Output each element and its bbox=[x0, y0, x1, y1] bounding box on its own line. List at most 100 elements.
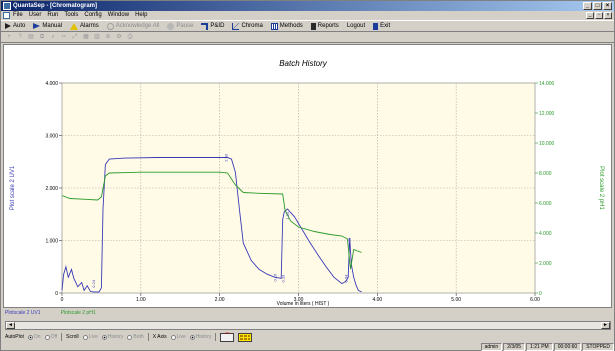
auto-button[interactable]: Auto bbox=[5, 23, 25, 29]
scroll-history-radio[interactable]: History bbox=[101, 334, 123, 340]
logout-button[interactable]: Logout bbox=[347, 23, 365, 29]
axis-ticks: 0 1.00 2.00 3.00 4.00 5.00 6.0001.0002.0003.00… bbox=[45, 81, 554, 303]
grid-toggle-button[interactable] bbox=[238, 332, 253, 342]
chart-panel: 0 1.00 2.00 3.00 4.00 5.00 6.00 0 1.000 2.000 3.00… bbox=[3, 44, 612, 308]
acknowledge-icon bbox=[106, 22, 114, 30]
separator bbox=[61, 333, 63, 341]
status-elapsed: 00:00:60 bbox=[553, 343, 582, 351]
layers-icon[interactable]: ⧈ bbox=[106, 34, 110, 40]
minimize-icon[interactable]: _ bbox=[583, 2, 592, 10]
status-date: 2/3/05 bbox=[503, 343, 526, 351]
document-icon[interactable] bbox=[3, 12, 10, 19]
xaxis-label: X Axis bbox=[152, 334, 167, 340]
zoom-icon[interactable]: ⌕ bbox=[51, 34, 55, 40]
menu-user[interactable]: User bbox=[28, 12, 42, 18]
menu-tools[interactable]: Tools bbox=[64, 12, 79, 18]
chart-title: Batch History bbox=[279, 59, 328, 68]
acknowledge-all-label: Acknowledge All bbox=[115, 23, 160, 29]
scroll-both-radio[interactable]: Both bbox=[127, 334, 144, 340]
alarms-button[interactable]: Alarms bbox=[70, 22, 99, 30]
exit-icon bbox=[373, 22, 379, 30]
chroma-button[interactable]: Chroma bbox=[232, 22, 263, 30]
autoplot-on-radio[interactable]: On bbox=[27, 334, 41, 340]
reports-button[interactable]: Reports bbox=[310, 22, 339, 30]
table-icon[interactable]: ▥ bbox=[94, 34, 100, 40]
exit-button-label: Exit bbox=[380, 23, 391, 29]
methods-icon bbox=[270, 22, 278, 30]
y-right-tick-label: 2.000 bbox=[539, 261, 552, 267]
add-icon[interactable]: + bbox=[7, 34, 11, 40]
document-controls: _ ▫ × bbox=[586, 12, 612, 19]
x-tick-label: 4.00 bbox=[372, 297, 382, 303]
manual-button[interactable]: Manual bbox=[33, 23, 62, 29]
menu-window[interactable]: Window bbox=[107, 12, 130, 18]
menu-file[interactable]: File bbox=[13, 12, 23, 18]
doc-minimize-icon[interactable]: _ bbox=[586, 12, 594, 19]
pid-button[interactable]: P&ID bbox=[201, 22, 224, 30]
exit-button[interactable]: Exit bbox=[373, 22, 391, 30]
menu-run[interactable]: Run bbox=[47, 12, 59, 18]
settings-icon[interactable]: ⚙ bbox=[116, 34, 122, 40]
xaxis-history-radio[interactable]: History bbox=[189, 334, 211, 340]
help-icon[interactable]: ? bbox=[18, 34, 22, 40]
save-icon[interactable]: ▤ bbox=[28, 34, 34, 40]
pause-button[interactable]: Pause bbox=[167, 22, 193, 30]
fit-icon[interactable]: ⤢ bbox=[72, 34, 78, 40]
x-tick-label: 5.00 bbox=[451, 297, 461, 303]
copy-icon[interactable]: ⧉ bbox=[39, 34, 45, 40]
chart-toolbar: + ? ▤ ⧉ ⌕ ✂ ⤢ ▦ ▥ ⧈ ⚙ ⎙ bbox=[1, 32, 614, 43]
separator bbox=[147, 333, 149, 341]
print-icon[interactable]: ⎙ bbox=[127, 34, 133, 40]
x-tick-label: 1.00 bbox=[136, 297, 146, 303]
peak-label: 0.04 bbox=[343, 274, 348, 283]
status-user: admin bbox=[480, 343, 503, 351]
scroll-left-icon[interactable]: ◄ bbox=[6, 322, 15, 329]
app-icon bbox=[3, 2, 11, 10]
scroll-right-icon[interactable]: ► bbox=[601, 322, 610, 329]
methods-button[interactable]: Methods bbox=[270, 22, 303, 30]
y-right-tick-label: 10.000 bbox=[539, 141, 555, 147]
menu-help[interactable]: Help bbox=[135, 12, 148, 18]
autoplot-off-radio[interactable]: Off bbox=[44, 334, 57, 340]
chart-reset-button[interactable]: ⌒ bbox=[220, 332, 235, 342]
y-right-tick-label: 6.000 bbox=[539, 201, 552, 207]
reports-icon bbox=[310, 22, 316, 30]
plot-options-bar: AutoPlot On Off Scroll Live History Both… bbox=[5, 332, 253, 342]
horizontal-scrollbar[interactable]: ◄ ► bbox=[5, 321, 611, 330]
separator bbox=[215, 333, 217, 341]
series-line-uv1 bbox=[61, 157, 362, 293]
peak-label: 1.20 bbox=[285, 211, 290, 220]
x-tick-label: 0 bbox=[61, 297, 64, 303]
pid-icon bbox=[201, 22, 209, 30]
peak-label: 0.72 bbox=[347, 237, 352, 246]
autoplot-label: AutoPlot bbox=[5, 334, 24, 340]
xaxis-live-radio[interactable]: Live bbox=[170, 334, 186, 340]
doc-close-icon[interactable]: × bbox=[604, 12, 612, 19]
auto-button-label: Auto bbox=[13, 23, 26, 29]
maximize-icon[interactable]: □ bbox=[593, 2, 602, 10]
menu-config[interactable]: Config bbox=[84, 12, 102, 18]
grid-toggle-icon bbox=[240, 334, 244, 337]
scroll-live-radio[interactable]: Live bbox=[82, 334, 98, 340]
warning-icon bbox=[70, 22, 79, 30]
peak-label: 2.43 bbox=[224, 153, 229, 162]
y-right-tick-label: 8.000 bbox=[539, 171, 552, 177]
methods-button-label: Methods bbox=[279, 23, 303, 29]
cut-icon[interactable]: ✂ bbox=[61, 34, 67, 40]
series-line-ph1 bbox=[61, 171, 362, 270]
x-tick-label: 2.00 bbox=[215, 297, 225, 303]
grid-lines bbox=[62, 83, 535, 293]
close-icon[interactable]: × bbox=[603, 2, 612, 10]
pause-icon bbox=[167, 22, 175, 30]
chroma-icon bbox=[232, 22, 240, 30]
window-title: QuantaSep - [Chromatogram] bbox=[13, 3, 98, 9]
doc-restore-icon[interactable]: ▫ bbox=[595, 12, 603, 19]
data-series bbox=[61, 157, 362, 293]
title-bar[interactable]: QuantaSep - [Chromatogram] _ □ × bbox=[1, 1, 614, 11]
acknowledge-all-button[interactable]: Acknowledge All bbox=[106, 22, 160, 30]
legend-ph1: Plotscale 2 pH1 bbox=[60, 310, 96, 316]
chart-icon[interactable]: ▦ bbox=[83, 34, 89, 40]
y-right-tick-label: 12.000 bbox=[539, 111, 555, 117]
y-left-tick-label: 3.000 bbox=[45, 134, 58, 140]
